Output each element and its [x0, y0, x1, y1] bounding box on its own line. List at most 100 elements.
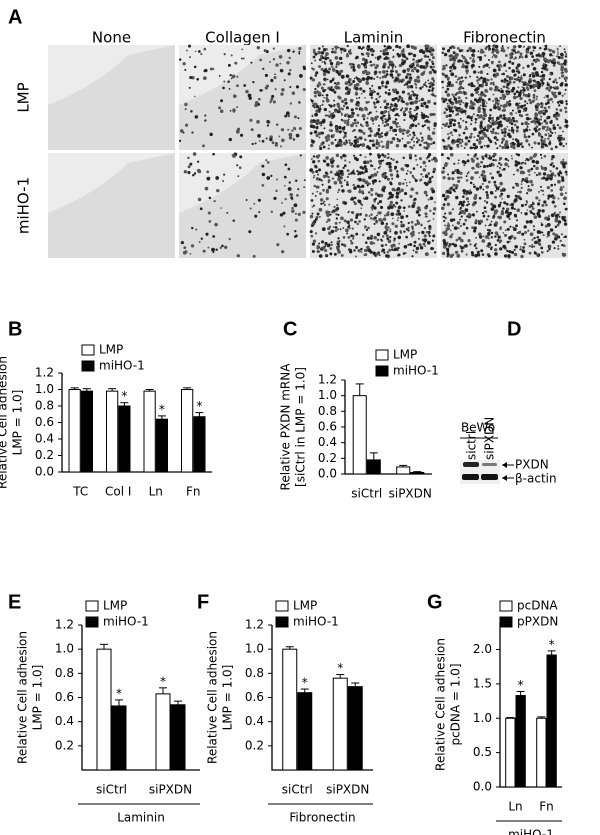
cell — [432, 94, 435, 97]
cell — [206, 176, 211, 181]
cell — [351, 227, 354, 230]
cell — [508, 90, 511, 94]
cell — [508, 129, 511, 132]
cell — [453, 97, 458, 101]
cell — [350, 123, 354, 128]
cell — [310, 143, 314, 148]
cell — [270, 97, 274, 101]
cell — [383, 44, 387, 48]
cell — [560, 175, 563, 178]
cell — [367, 55, 370, 58]
cell — [395, 160, 399, 164]
cell — [364, 138, 367, 141]
cell — [427, 116, 430, 119]
cell — [417, 213, 421, 217]
cell — [424, 215, 427, 218]
cell — [509, 118, 513, 123]
cell — [504, 140, 509, 144]
cell — [448, 190, 452, 195]
cell — [236, 254, 240, 258]
cell — [464, 103, 469, 108]
cell — [314, 195, 317, 197]
cell — [563, 59, 567, 63]
cell — [462, 188, 466, 193]
cell — [356, 103, 360, 107]
cell — [563, 50, 567, 54]
cell — [455, 238, 459, 242]
cell — [333, 99, 336, 102]
cell — [382, 65, 386, 69]
cell — [294, 230, 297, 233]
cell — [500, 79, 504, 83]
cell — [380, 140, 383, 143]
cell — [513, 78, 516, 81]
cell — [426, 145, 430, 149]
cell — [480, 76, 483, 80]
cell — [400, 199, 403, 202]
cell — [548, 245, 552, 249]
cell — [545, 177, 549, 182]
cell — [311, 206, 314, 208]
cell — [391, 222, 395, 226]
cell — [343, 164, 347, 168]
cell — [507, 254, 511, 258]
cell — [494, 131, 498, 135]
cell — [508, 217, 511, 221]
cell — [320, 54, 323, 58]
cell — [215, 176, 219, 180]
cell — [374, 192, 378, 196]
cell — [333, 252, 337, 256]
cell — [518, 91, 522, 95]
cell — [419, 179, 422, 182]
cell — [522, 110, 525, 113]
cell — [372, 182, 375, 185]
cell — [492, 68, 497, 73]
cell — [416, 163, 419, 166]
cell — [482, 235, 485, 238]
cell — [459, 117, 462, 120]
x-axis-label: Fibronectin — [289, 811, 355, 825]
cell — [381, 249, 384, 252]
cell — [337, 86, 341, 90]
cell — [441, 67, 445, 71]
cell — [501, 73, 504, 76]
cell — [371, 84, 374, 87]
cell — [478, 130, 482, 135]
panel-label: B — [8, 318, 22, 340]
cell — [547, 215, 550, 218]
cell — [355, 76, 358, 79]
cell — [380, 205, 384, 210]
cell — [322, 188, 325, 192]
cell — [302, 65, 306, 69]
cell — [329, 106, 332, 108]
cell — [336, 240, 340, 244]
cell — [326, 162, 330, 167]
cell — [424, 114, 428, 118]
cell — [449, 218, 454, 223]
cell — [383, 124, 386, 127]
cell — [279, 62, 282, 65]
cell — [557, 55, 561, 60]
legend-swatch — [499, 600, 513, 612]
cell — [193, 65, 197, 69]
cell — [489, 81, 493, 85]
cell — [455, 114, 457, 116]
bar — [410, 471, 425, 475]
cell — [371, 53, 374, 57]
cell — [456, 100, 461, 104]
x-tick-label: siPXDN — [389, 487, 432, 501]
cell — [420, 98, 424, 101]
cell — [460, 225, 462, 227]
cell — [303, 186, 305, 189]
cell — [292, 126, 296, 130]
cell — [333, 82, 337, 85]
cell — [458, 59, 461, 63]
cell — [412, 249, 415, 252]
cell — [510, 126, 514, 130]
cell — [505, 117, 509, 121]
cell — [274, 143, 278, 147]
cell — [491, 116, 494, 120]
cell — [464, 113, 467, 115]
cell — [457, 253, 460, 256]
cell — [533, 245, 536, 248]
